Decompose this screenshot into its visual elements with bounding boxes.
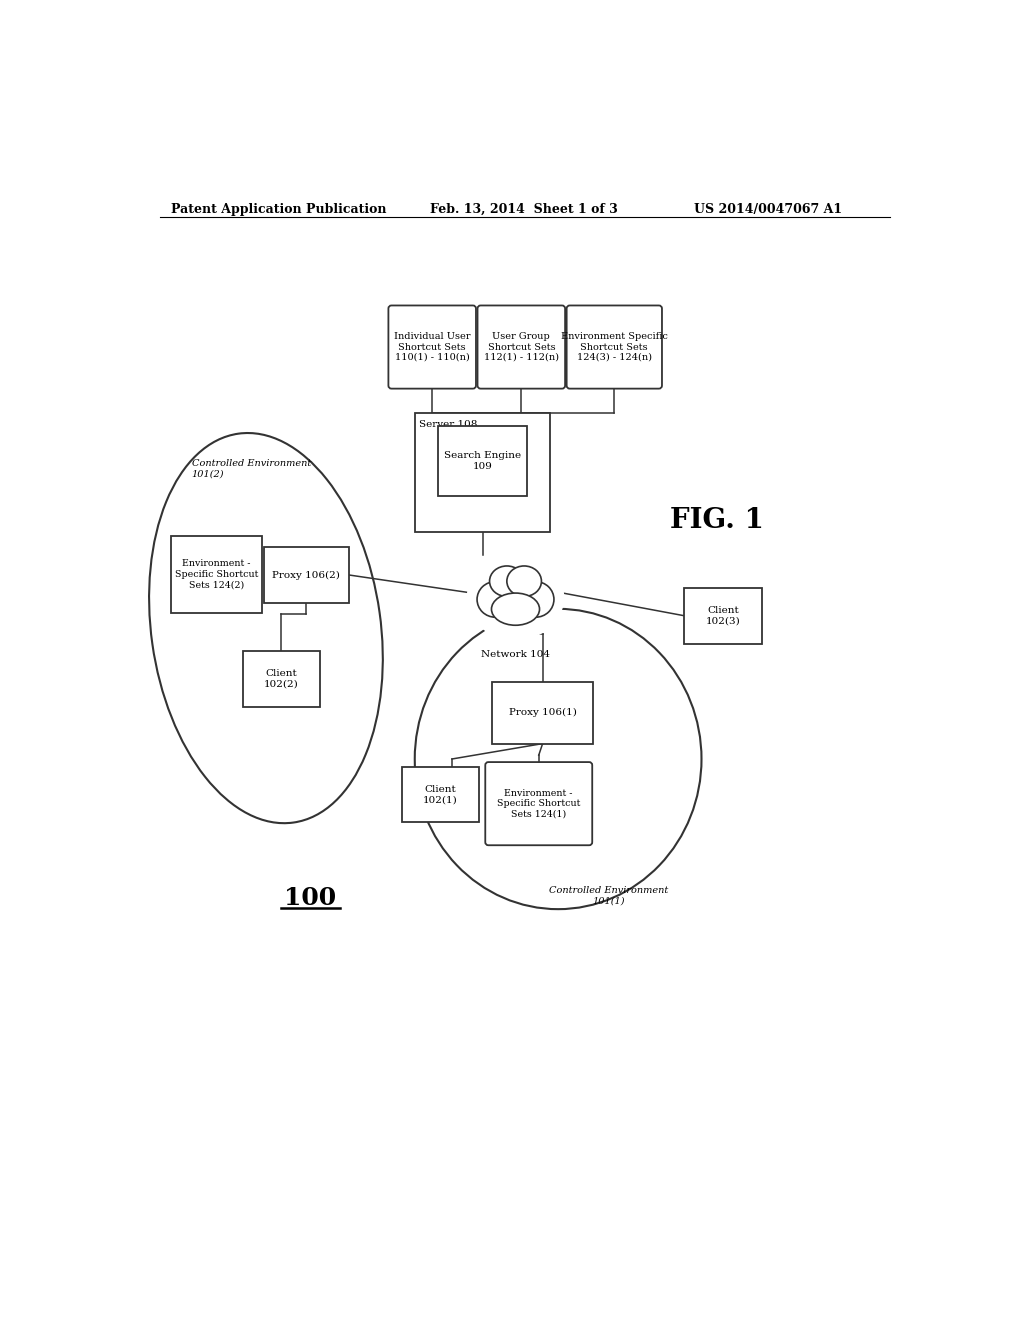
Ellipse shape — [477, 582, 514, 618]
Text: Client
102(2): Client 102(2) — [264, 669, 299, 689]
Bar — [263, 548, 349, 603]
Bar — [415, 412, 550, 532]
Text: User Group
Shortcut Sets
112(1) - 112(n): User Group Shortcut Sets 112(1) - 112(n) — [483, 333, 559, 362]
Text: Server 108: Server 108 — [419, 420, 477, 429]
FancyBboxPatch shape — [477, 305, 565, 388]
Text: Environment -
Specific Shortcut
Sets 124(1): Environment - Specific Shortcut Sets 124… — [497, 789, 581, 818]
Text: 100: 100 — [284, 886, 336, 909]
Text: Environment -
Specific Shortcut
Sets 124(2): Environment - Specific Shortcut Sets 124… — [175, 560, 258, 589]
Text: Client
102(3): Client 102(3) — [706, 606, 740, 626]
FancyBboxPatch shape — [566, 305, 662, 388]
Ellipse shape — [489, 566, 524, 597]
Text: Individual User
Shortcut Sets
110(1) - 110(n): Individual User Shortcut Sets 110(1) - 1… — [394, 333, 470, 362]
Bar — [401, 767, 479, 822]
Bar — [438, 426, 527, 496]
Text: Client
102(1): Client 102(1) — [423, 784, 458, 804]
Ellipse shape — [507, 566, 542, 597]
Ellipse shape — [467, 554, 563, 640]
Text: Network 104: Network 104 — [481, 651, 550, 660]
Text: Patent Application Publication: Patent Application Publication — [171, 203, 386, 216]
Text: Feb. 13, 2014  Sheet 1 of 3: Feb. 13, 2014 Sheet 1 of 3 — [430, 203, 618, 216]
Text: Controlled Environment
101(2): Controlled Environment 101(2) — [191, 459, 311, 478]
Ellipse shape — [415, 609, 701, 909]
Ellipse shape — [150, 433, 383, 824]
FancyBboxPatch shape — [485, 762, 592, 845]
Ellipse shape — [517, 582, 554, 618]
Text: Search Engine
109: Search Engine 109 — [444, 451, 521, 471]
Text: US 2014/0047067 A1: US 2014/0047067 A1 — [693, 203, 842, 216]
Ellipse shape — [490, 570, 541, 614]
Text: Controlled Environment
101(1): Controlled Environment 101(1) — [549, 886, 668, 906]
Ellipse shape — [492, 593, 540, 626]
Text: Proxy 106(1): Proxy 106(1) — [509, 709, 577, 717]
Bar — [171, 536, 262, 612]
Bar — [493, 682, 593, 743]
Bar — [243, 651, 321, 706]
Bar — [684, 589, 762, 644]
FancyBboxPatch shape — [388, 305, 476, 388]
Text: Proxy 106(2): Proxy 106(2) — [272, 570, 340, 579]
Text: Environment Specific
Shortcut Sets
124(3) - 124(n): Environment Specific Shortcut Sets 124(3… — [561, 333, 668, 362]
Text: FIG. 1: FIG. 1 — [670, 507, 764, 533]
